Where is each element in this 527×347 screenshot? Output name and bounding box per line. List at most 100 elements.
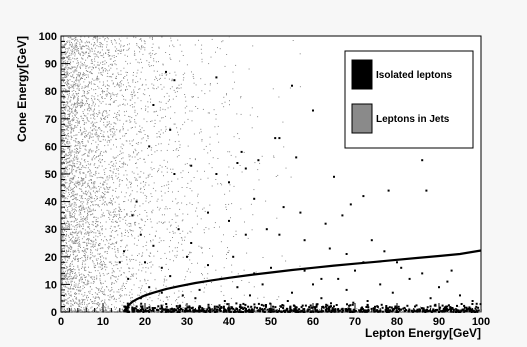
- jet-point: [122, 129, 124, 131]
- jet-point: [108, 212, 110, 214]
- jet-point: [133, 92, 135, 94]
- jet-point: [88, 231, 90, 233]
- jet-point: [108, 272, 110, 274]
- jet-point: [178, 84, 180, 86]
- jet-point: [120, 146, 122, 148]
- jet-point: [176, 299, 178, 300]
- jet-point: [96, 198, 98, 200]
- jet-point: [69, 152, 71, 154]
- jet-point: [63, 70, 65, 72]
- jet-point: [182, 213, 184, 215]
- jet-point: [89, 292, 91, 294]
- jet-point: [76, 39, 78, 41]
- jet-point: [96, 190, 98, 192]
- jet-point: [62, 126, 64, 128]
- jet-point: [195, 106, 197, 107]
- jet-point: [95, 190, 97, 192]
- jet-point: [63, 36, 65, 38]
- jet-point: [66, 117, 68, 119]
- jet-point: [157, 298, 159, 300]
- jet-point: [147, 219, 149, 220]
- jet-point: [80, 311, 82, 313]
- jet-point: [129, 86, 131, 88]
- jet-point: [91, 50, 93, 52]
- jet-point: [229, 190, 231, 192]
- jet-point: [61, 138, 63, 140]
- jet-point: [82, 178, 84, 180]
- jet-point: [72, 188, 74, 189]
- jet-point: [74, 277, 76, 279]
- jet-point: [117, 176, 119, 178]
- jet-point: [108, 261, 110, 263]
- jet-point: [81, 273, 83, 275]
- jet-point: [74, 198, 76, 200]
- jet-point: [80, 104, 82, 106]
- jet-point: [81, 105, 83, 107]
- jet-point: [117, 93, 119, 95]
- jet-point: [139, 51, 141, 53]
- jet-point: [123, 77, 125, 79]
- jet-point: [111, 243, 113, 245]
- jet-point: [74, 255, 76, 257]
- jet-point: [73, 284, 75, 286]
- jet-point: [177, 87, 179, 89]
- jet-point: [448, 308, 450, 310]
- jet-point: [66, 273, 67, 275]
- jet-point: [66, 141, 67, 143]
- jet-point: [78, 132, 80, 133]
- jet-point: [146, 215, 148, 217]
- jet-point: [118, 275, 120, 277]
- jet-point: [162, 117, 164, 119]
- jet-point: [76, 104, 78, 106]
- jet-point: [224, 303, 226, 305]
- jet-point: [134, 223, 136, 225]
- jet-point: [98, 186, 100, 187]
- jet-point: [70, 254, 71, 256]
- jet-point: [164, 208, 166, 210]
- jet-point: [283, 146, 285, 148]
- jet-point: [228, 203, 230, 205]
- jet-point: [61, 236, 63, 238]
- jet-point: [104, 251, 106, 253]
- jet-point: [126, 280, 128, 282]
- jet-point: [106, 204, 108, 206]
- jet-point: [70, 132, 72, 134]
- jet-point: [70, 97, 72, 98]
- jet-point: [86, 48, 88, 50]
- jet-point: [104, 173, 106, 175]
- jet-point: [88, 120, 90, 122]
- jet-point: [128, 232, 129, 234]
- jet-point: [77, 237, 79, 239]
- jet-point: [70, 75, 72, 77]
- jet-point: [64, 172, 66, 174]
- jet-point: [167, 191, 169, 192]
- jet-point: [61, 293, 63, 295]
- jet-point: [102, 101, 104, 103]
- jet-point: [129, 268, 131, 270]
- jet-point: [156, 110, 157, 112]
- jet-point: [76, 93, 78, 95]
- jet-point: [72, 232, 74, 234]
- jet-point: [77, 60, 79, 62]
- jet-point: [153, 111, 155, 113]
- jet-point: [165, 297, 167, 299]
- jet-point: [90, 170, 91, 172]
- jet-point: [98, 204, 99, 206]
- jet-point: [91, 99, 93, 101]
- jet-point: [71, 110, 73, 112]
- jet-point: [72, 66, 74, 68]
- jet-point: [119, 131, 121, 133]
- jet-point: [93, 112, 95, 114]
- jet-point: [73, 241, 75, 243]
- jet-point: [106, 240, 108, 242]
- jet-point: [77, 85, 79, 87]
- jet-point: [88, 206, 90, 208]
- jet-point: [115, 156, 117, 158]
- jet-point: [186, 187, 188, 188]
- jet-point: [74, 49, 76, 51]
- jet-point: [139, 131, 141, 133]
- jet-point: [243, 310, 245, 311]
- jet-point: [133, 91, 135, 93]
- jet-point: [114, 40, 116, 42]
- jet-point: [73, 220, 75, 222]
